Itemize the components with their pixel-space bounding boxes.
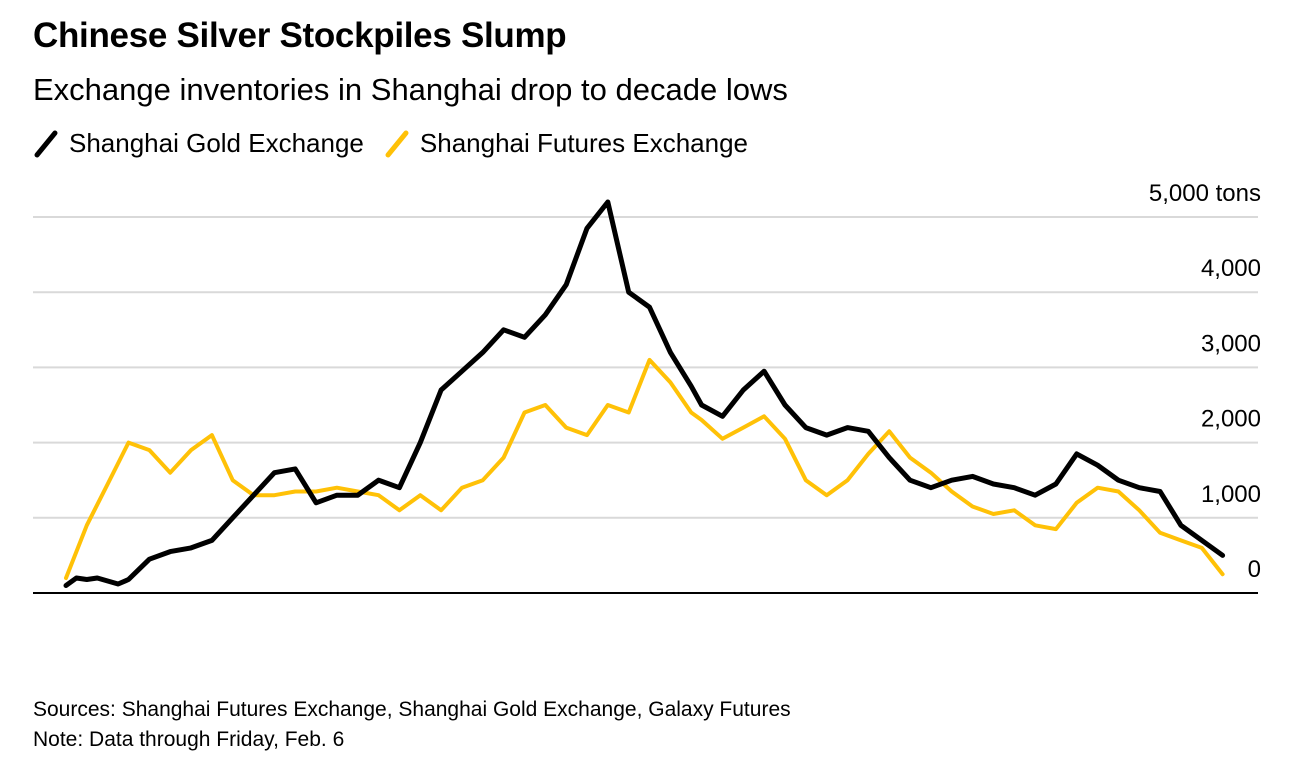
legend: Shanghai Gold Exchange Shanghai Futures … xyxy=(33,128,768,159)
data-note: Note: Data through Friday, Feb. 6 xyxy=(33,728,345,751)
y-axis-tick-labels: 0 1,000 2,000 3,000 4,000 5,000 tons xyxy=(1149,180,1261,583)
line-chart: 0 1,000 2,000 3,000 4,000 5,000 tons 20152017… xyxy=(33,180,1261,594)
legend-label-gold-exchange: Shanghai Gold Exchange xyxy=(69,128,364,158)
legend-label-futures-exchange: Shanghai Futures Exchange xyxy=(419,128,749,158)
legend-swatch-futures-exchange xyxy=(385,130,409,157)
series-line-futures-exchange xyxy=(64,357,1225,580)
series-line-gold-exchange xyxy=(63,199,1226,588)
chart-title: Chinese Silver Stockpiles Slump xyxy=(33,16,567,55)
y-tick-label: 4,000 xyxy=(1201,255,1261,282)
series-lines xyxy=(63,199,1226,588)
legend-item-futures-exchange: Shanghai Futures Exchange xyxy=(384,128,748,159)
legend-swatch-gold-exchange xyxy=(34,130,58,157)
y-tick-label: 5,000 tons xyxy=(1149,180,1261,207)
x-axis: 2015201720182019202020212022202320242025… xyxy=(33,592,1258,594)
sources-note: Sources: Shanghai Futures Exchange, Shan… xyxy=(33,698,791,721)
y-tick-label: 0 xyxy=(1248,556,1261,583)
y-tick-label: 2,000 xyxy=(1201,406,1261,433)
y-tick-label: 3,000 xyxy=(1201,330,1261,357)
chart-subtitle: Exchange inventories in Shanghai drop to… xyxy=(33,72,788,107)
y-tick-label: 1,000 xyxy=(1201,481,1261,508)
legend-item-gold-exchange: Shanghai Gold Exchange xyxy=(33,128,364,159)
